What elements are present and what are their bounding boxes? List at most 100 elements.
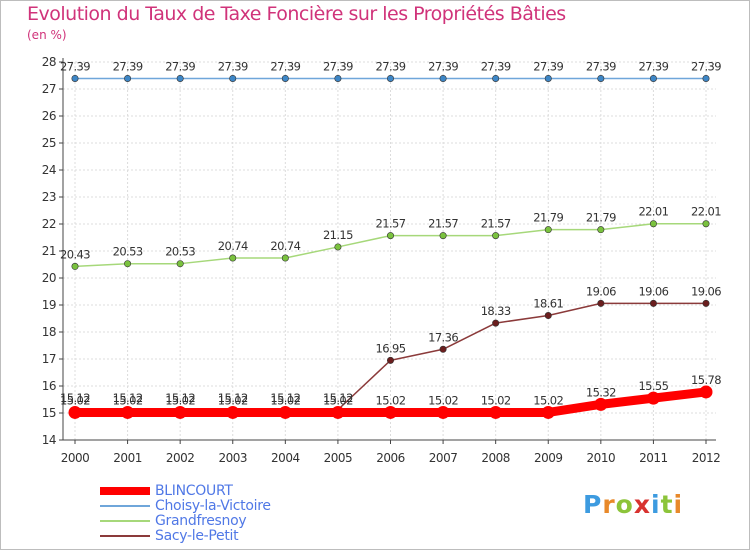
- legend-swatch-blincourt: [100, 487, 150, 495]
- data-point: [594, 397, 608, 411]
- y-tick-label: 23: [42, 190, 56, 204]
- logo-letter: o: [615, 490, 634, 519]
- data-label: 20.43: [60, 247, 90, 261]
- data-point: [649, 299, 657, 307]
- data-labels: 27.39 27.39 27.39 27.39 27.39 27.39 27.39 27.39…: [60, 59, 722, 407]
- data-label: 17.36: [428, 330, 458, 344]
- data-point: [439, 232, 447, 240]
- x-tick-label: 2006: [376, 451, 405, 465]
- data-point: [597, 226, 605, 234]
- data-point: [281, 254, 289, 262]
- data-label: 27.39: [586, 59, 616, 73]
- data-point: [176, 74, 184, 82]
- data-label: 21.57: [481, 217, 511, 231]
- data-label: 15.12: [218, 391, 248, 405]
- data-label: 15.12: [270, 391, 300, 405]
- data-point: [124, 74, 132, 82]
- data-label: 15.02: [113, 393, 143, 407]
- data-point: [492, 319, 500, 327]
- logo-letter: i: [651, 490, 661, 519]
- y-tick-label: 20: [42, 271, 56, 285]
- data-label: 27.39: [481, 59, 511, 73]
- data-label: 15.02: [323, 393, 353, 407]
- y-tick-label: 17: [42, 352, 56, 366]
- y-tick-label: 24: [42, 163, 56, 177]
- x-tick-label: 2004: [271, 451, 300, 465]
- data-label: 15.02: [270, 393, 300, 407]
- data-label: 27.39: [428, 59, 458, 73]
- legend-swatch-sacy: [100, 535, 150, 537]
- data-point: [646, 391, 660, 405]
- data-label: 19.06: [638, 284, 668, 298]
- data-label: 18.33: [481, 304, 511, 318]
- y-tick-label: 19: [42, 298, 56, 312]
- data-label: 18.61: [533, 297, 563, 311]
- data-point: [229, 74, 237, 82]
- data-point: [331, 405, 345, 419]
- data-label: 15.32: [586, 385, 616, 399]
- y-tick-label: 14: [42, 433, 56, 447]
- logo-letter: r: [602, 490, 616, 519]
- y-tick-label: 22: [42, 217, 56, 231]
- data-point: [597, 299, 605, 307]
- data-point: [68, 405, 82, 419]
- y-tick-label: 16: [42, 379, 56, 393]
- data-label: 15.55: [638, 379, 668, 393]
- data-label: 19.06: [586, 284, 616, 298]
- data-label: 15.02: [428, 393, 458, 407]
- x-tick-label: 2003: [218, 451, 247, 465]
- series-lines: [68, 74, 713, 419]
- data-point: [649, 220, 657, 228]
- y-axis-unit: (en %): [27, 28, 67, 42]
- x-tick-label: 2008: [481, 451, 510, 465]
- data-label: 21.15: [323, 228, 353, 242]
- data-point: [281, 74, 289, 82]
- legend-label-blincourt: BLINCOURT: [155, 483, 233, 499]
- data-label: 27.39: [638, 59, 668, 73]
- data-point: [386, 74, 394, 82]
- data-point: [544, 74, 552, 82]
- y-tick-label: 18: [42, 325, 56, 339]
- data-point: [439, 74, 447, 82]
- data-label: 27.39: [165, 59, 195, 73]
- data-point: [702, 74, 710, 82]
- data-point: [278, 405, 292, 419]
- data-point: [334, 74, 342, 82]
- data-point: [386, 232, 394, 240]
- logo-letter: t: [660, 490, 674, 519]
- data-label: 27.39: [533, 59, 563, 73]
- data-label: 15.02: [60, 393, 90, 407]
- data-label: 15.12: [165, 391, 195, 405]
- data-label: 20.53: [165, 245, 195, 259]
- data-label: 15.12: [60, 391, 90, 405]
- x-tick-label: 2005: [324, 451, 353, 465]
- data-point: [492, 74, 500, 82]
- data-label: 21.57: [376, 217, 406, 231]
- data-point: [176, 260, 184, 268]
- data-label: 15.02: [165, 393, 195, 407]
- data-label: 27.39: [60, 59, 90, 73]
- data-point: [492, 232, 500, 240]
- logo-letter: i: [673, 490, 684, 519]
- data-label: 20.74: [270, 239, 300, 253]
- data-point: [384, 405, 397, 419]
- data-label: 15.02: [481, 393, 511, 407]
- logo-letter: x: [633, 490, 651, 519]
- data-point: [124, 260, 132, 268]
- x-tick-label: 2009: [534, 451, 563, 465]
- x-tick-label: 2001: [113, 451, 142, 465]
- data-point: [173, 405, 187, 419]
- legend-label-grandfresnoy: Grandfresnoy: [155, 513, 247, 529]
- data-label: 21.79: [533, 211, 563, 225]
- x-tick-label: 2002: [166, 451, 195, 465]
- data-label: 15.02: [533, 393, 563, 407]
- legend-swatch-grandfresnoy: [100, 520, 150, 522]
- data-label: 27.39: [270, 59, 300, 73]
- data-label: 20.53: [113, 245, 143, 259]
- data-point: [334, 243, 342, 251]
- data-label: 22.01: [691, 205, 721, 219]
- axes: 14 15 16 17 18 19 20 21 22 23 24 25 26 27 28 2000 2001 20…: [42, 55, 721, 465]
- data-point: [71, 74, 79, 82]
- data-point: [544, 226, 552, 234]
